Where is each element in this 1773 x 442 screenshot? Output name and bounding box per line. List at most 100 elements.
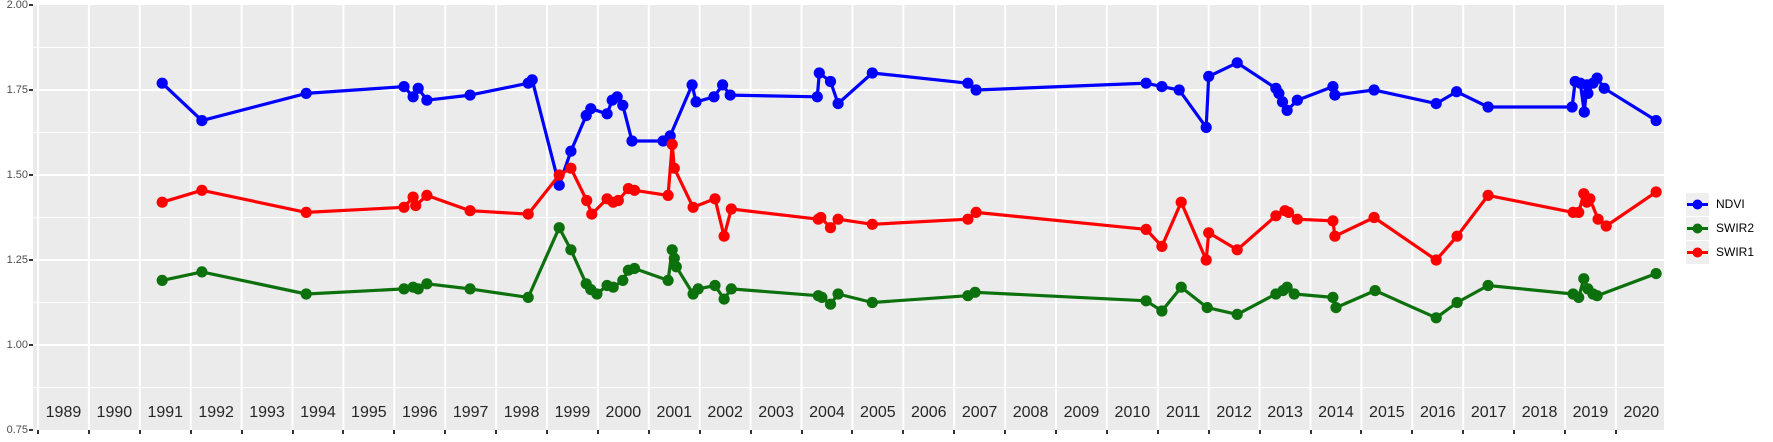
swir1-point [300, 206, 312, 218]
swir2-point [1591, 290, 1603, 302]
ndvi-point [1200, 121, 1212, 133]
x-axis-year-label: 2018 [1521, 404, 1558, 421]
legend-item-swir1: SWIR1 [1686, 240, 1754, 264]
swir2-point [300, 288, 312, 300]
swir1-point [1140, 223, 1152, 235]
swir2-point [628, 262, 641, 275]
x-axis-tick [1105, 430, 1108, 434]
ndvi-point [196, 115, 208, 127]
x-axis-tick [1309, 430, 1312, 434]
swir2-point [832, 288, 844, 300]
x-axis-year-label: 2010 [1114, 404, 1151, 421]
y-axis-tick-label: 1.00 [6, 339, 28, 351]
legend-swatch-point [1692, 199, 1703, 209]
x-axis-year-label: 1999 [554, 404, 591, 421]
swir1-point [1573, 206, 1585, 218]
swir1-point [662, 189, 674, 201]
swir1-point [565, 162, 577, 174]
ndvi-point [866, 67, 878, 79]
swir2-point [398, 283, 410, 295]
ndvi-point [412, 82, 424, 94]
legend-item-ndvi: NDVI [1686, 192, 1754, 216]
swir1-point [407, 191, 419, 203]
ndvi-point [824, 75, 837, 88]
ndvi-point [970, 84, 982, 96]
y-axis-tick-label: 1.75 [6, 84, 28, 96]
x-axis-year-label: 2005 [860, 404, 896, 421]
swir1-point [1368, 211, 1380, 224]
swir2-point [1430, 312, 1442, 324]
ndvi-point [1273, 87, 1285, 99]
swir2-point [1330, 302, 1342, 314]
swir1-point [410, 200, 422, 212]
x-axis-year-label: 1995 [351, 404, 387, 421]
x-axis-year-label: 2014 [1318, 404, 1354, 421]
ndvi-point [1327, 81, 1339, 93]
ndvi-point [626, 135, 638, 147]
ndvi-point [1451, 86, 1463, 98]
legend-label: SWIR1 [1716, 245, 1755, 259]
swir1-point [1584, 193, 1596, 205]
swir2-point [565, 244, 577, 256]
x-axis-year-label: 2006 [910, 404, 947, 421]
x-axis-tick [851, 430, 854, 434]
swir2-point [666, 244, 678, 256]
plot-panel [33, 5, 1664, 430]
x-axis-tick [800, 430, 803, 434]
ndvi-point [601, 108, 613, 120]
legend-swatch [1687, 247, 1708, 257]
x-axis-tick [953, 430, 956, 434]
x-axis-tick [1411, 430, 1414, 434]
swir1-point [196, 184, 208, 196]
x-axis-tick [138, 430, 141, 434]
swir1-point [687, 201, 699, 213]
y-axis-tick [29, 259, 33, 261]
swir2-point [591, 288, 603, 300]
swir2-point [421, 278, 433, 290]
swir2-point [692, 283, 704, 295]
legend-swatch [1687, 199, 1708, 209]
swir2-point [1482, 279, 1494, 292]
swir2-point [670, 261, 682, 273]
ndvi-point [464, 89, 476, 101]
y-axis-tick-label: 1.25 [6, 254, 28, 266]
ndvi-point [553, 179, 565, 191]
swir1-point [1156, 240, 1168, 252]
x-axis-year-label: 1994 [300, 404, 336, 421]
x-axis-tick [1513, 430, 1516, 434]
swir2-point [662, 274, 674, 286]
x-axis-year-label: 2020 [1623, 404, 1660, 421]
ndvi-point [664, 130, 676, 142]
swir2-point [824, 298, 837, 310]
ndvi-point [832, 98, 844, 110]
ndvi-point [421, 94, 433, 106]
x-axis-tick [1614, 430, 1617, 434]
ndvi-point [1582, 87, 1594, 99]
x-axis-year-label: 2019 [1572, 404, 1609, 421]
x-axis-tick [902, 430, 905, 434]
swir2-point [725, 283, 737, 295]
swir1-point [824, 222, 837, 234]
swir1-point [866, 218, 878, 230]
x-axis-tick [749, 430, 752, 434]
swir1-point [464, 205, 476, 217]
ndvi-point [690, 96, 702, 108]
swir1-point [1175, 196, 1187, 208]
swir2-point [1327, 291, 1339, 303]
swir1-point [1482, 189, 1494, 201]
x-axis-year-label: 2007 [961, 404, 998, 421]
x-axis-tick [1564, 430, 1566, 434]
x-axis-tick [596, 430, 599, 434]
ndvi-point [1482, 101, 1494, 113]
y-axis-tick [29, 89, 33, 91]
swir1-point [709, 193, 721, 205]
swir1-point [1327, 215, 1339, 227]
swir2-point [1573, 291, 1585, 303]
swir1-point [1291, 213, 1303, 225]
x-axis-year-label: 2004 [809, 404, 845, 421]
legend-key-icon [1686, 216, 1709, 240]
x-axis-tick [1207, 430, 1210, 434]
swir1-point [421, 189, 433, 201]
x-axis-tick [1156, 430, 1159, 434]
